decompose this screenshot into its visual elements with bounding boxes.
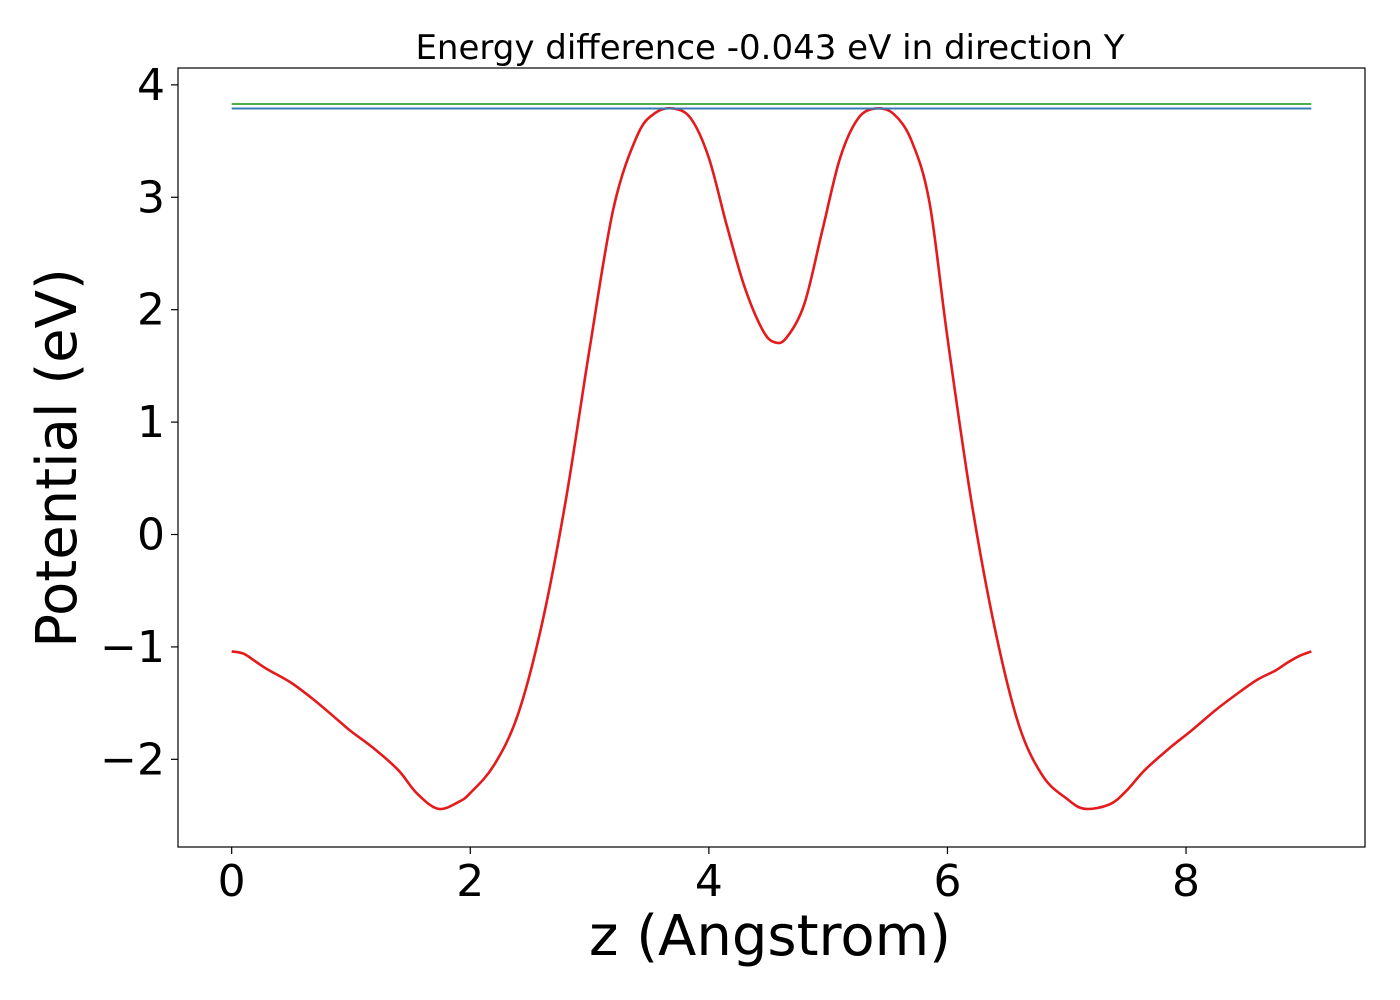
- x-tick-label: 2: [456, 856, 484, 907]
- y-tick-label: −2: [100, 734, 165, 785]
- x-tick-label: 0: [218, 856, 246, 907]
- x-axis-label: z (Angstrom): [589, 904, 951, 969]
- series-layer: [231, 102, 1312, 811]
- x-tick-label: 4: [695, 856, 723, 907]
- chart-title: Energy difference -0.043 eV in direction…: [415, 28, 1124, 68]
- y-tick-label: 2: [137, 285, 165, 336]
- plot-area-frame: [177, 67, 1366, 848]
- y-tick-label: 1: [137, 397, 165, 448]
- y-tick-label: 0: [137, 510, 165, 561]
- y-tick-label: 4: [137, 60, 165, 111]
- x-tick-label: 6: [933, 856, 961, 907]
- y-tick-label: 3: [137, 172, 165, 223]
- y-axis-label: Potential (eV): [25, 268, 90, 648]
- y-axis-ticks: −2 −1 0 1 2 3 4: [100, 60, 178, 785]
- potential-curve-series: [231, 106, 1312, 811]
- x-tick-label: 8: [1172, 856, 1200, 907]
- y-tick-label: −1: [100, 622, 165, 673]
- x-axis-ticks: 0 2 4 6 8: [218, 847, 1200, 907]
